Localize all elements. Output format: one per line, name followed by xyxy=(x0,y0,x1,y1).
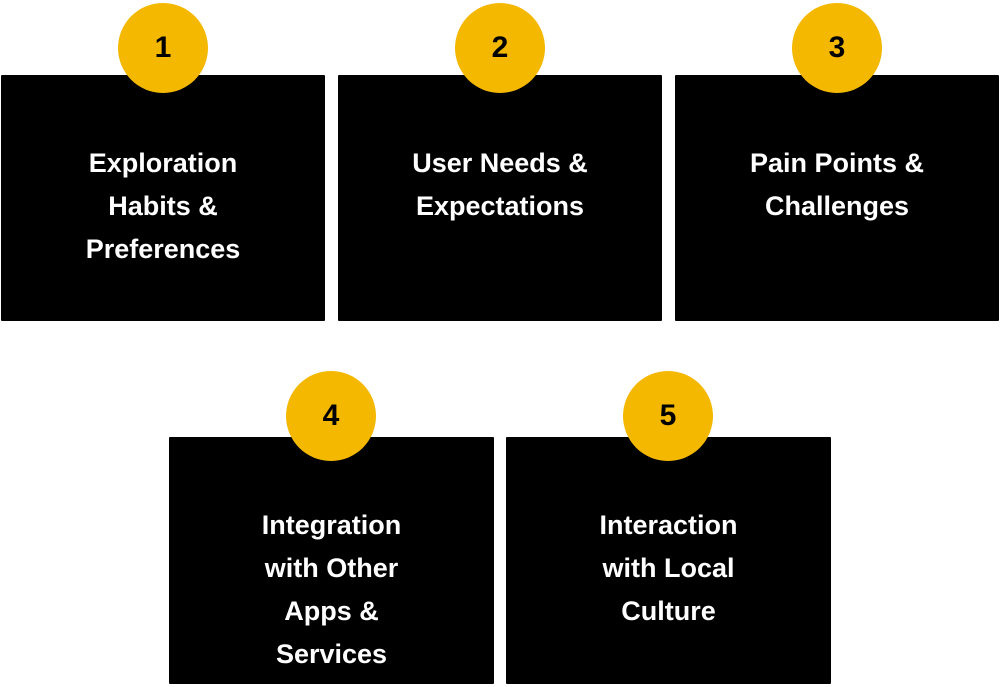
step-number-badge-3: 3 xyxy=(792,3,882,93)
step-title-4: Integration with Other Apps & Services xyxy=(261,510,402,669)
step-card-1: Exploration Habits & Preferences xyxy=(1,75,325,321)
step-card-5: Interaction with Local Culture xyxy=(506,437,831,684)
step-card-4: Integration with Other Apps & Services xyxy=(169,437,494,684)
step-number-badge-4: 4 xyxy=(286,371,376,461)
step-title-3: Pain Points & Challenges xyxy=(749,148,925,221)
step-number-badge-1: 1 xyxy=(118,3,208,93)
step-card-2: User Needs & Expectations xyxy=(338,75,662,321)
step-title-2: User Needs & Expectations xyxy=(412,148,588,221)
step-number-badge-2: 2 xyxy=(455,3,545,93)
step-number-badge-5: 5 xyxy=(623,371,713,461)
step-title-5: Interaction with Local Culture xyxy=(599,510,738,626)
step-title-1: Exploration Habits & Preferences xyxy=(85,148,241,264)
step-card-3: Pain Points & Challenges xyxy=(675,75,999,321)
